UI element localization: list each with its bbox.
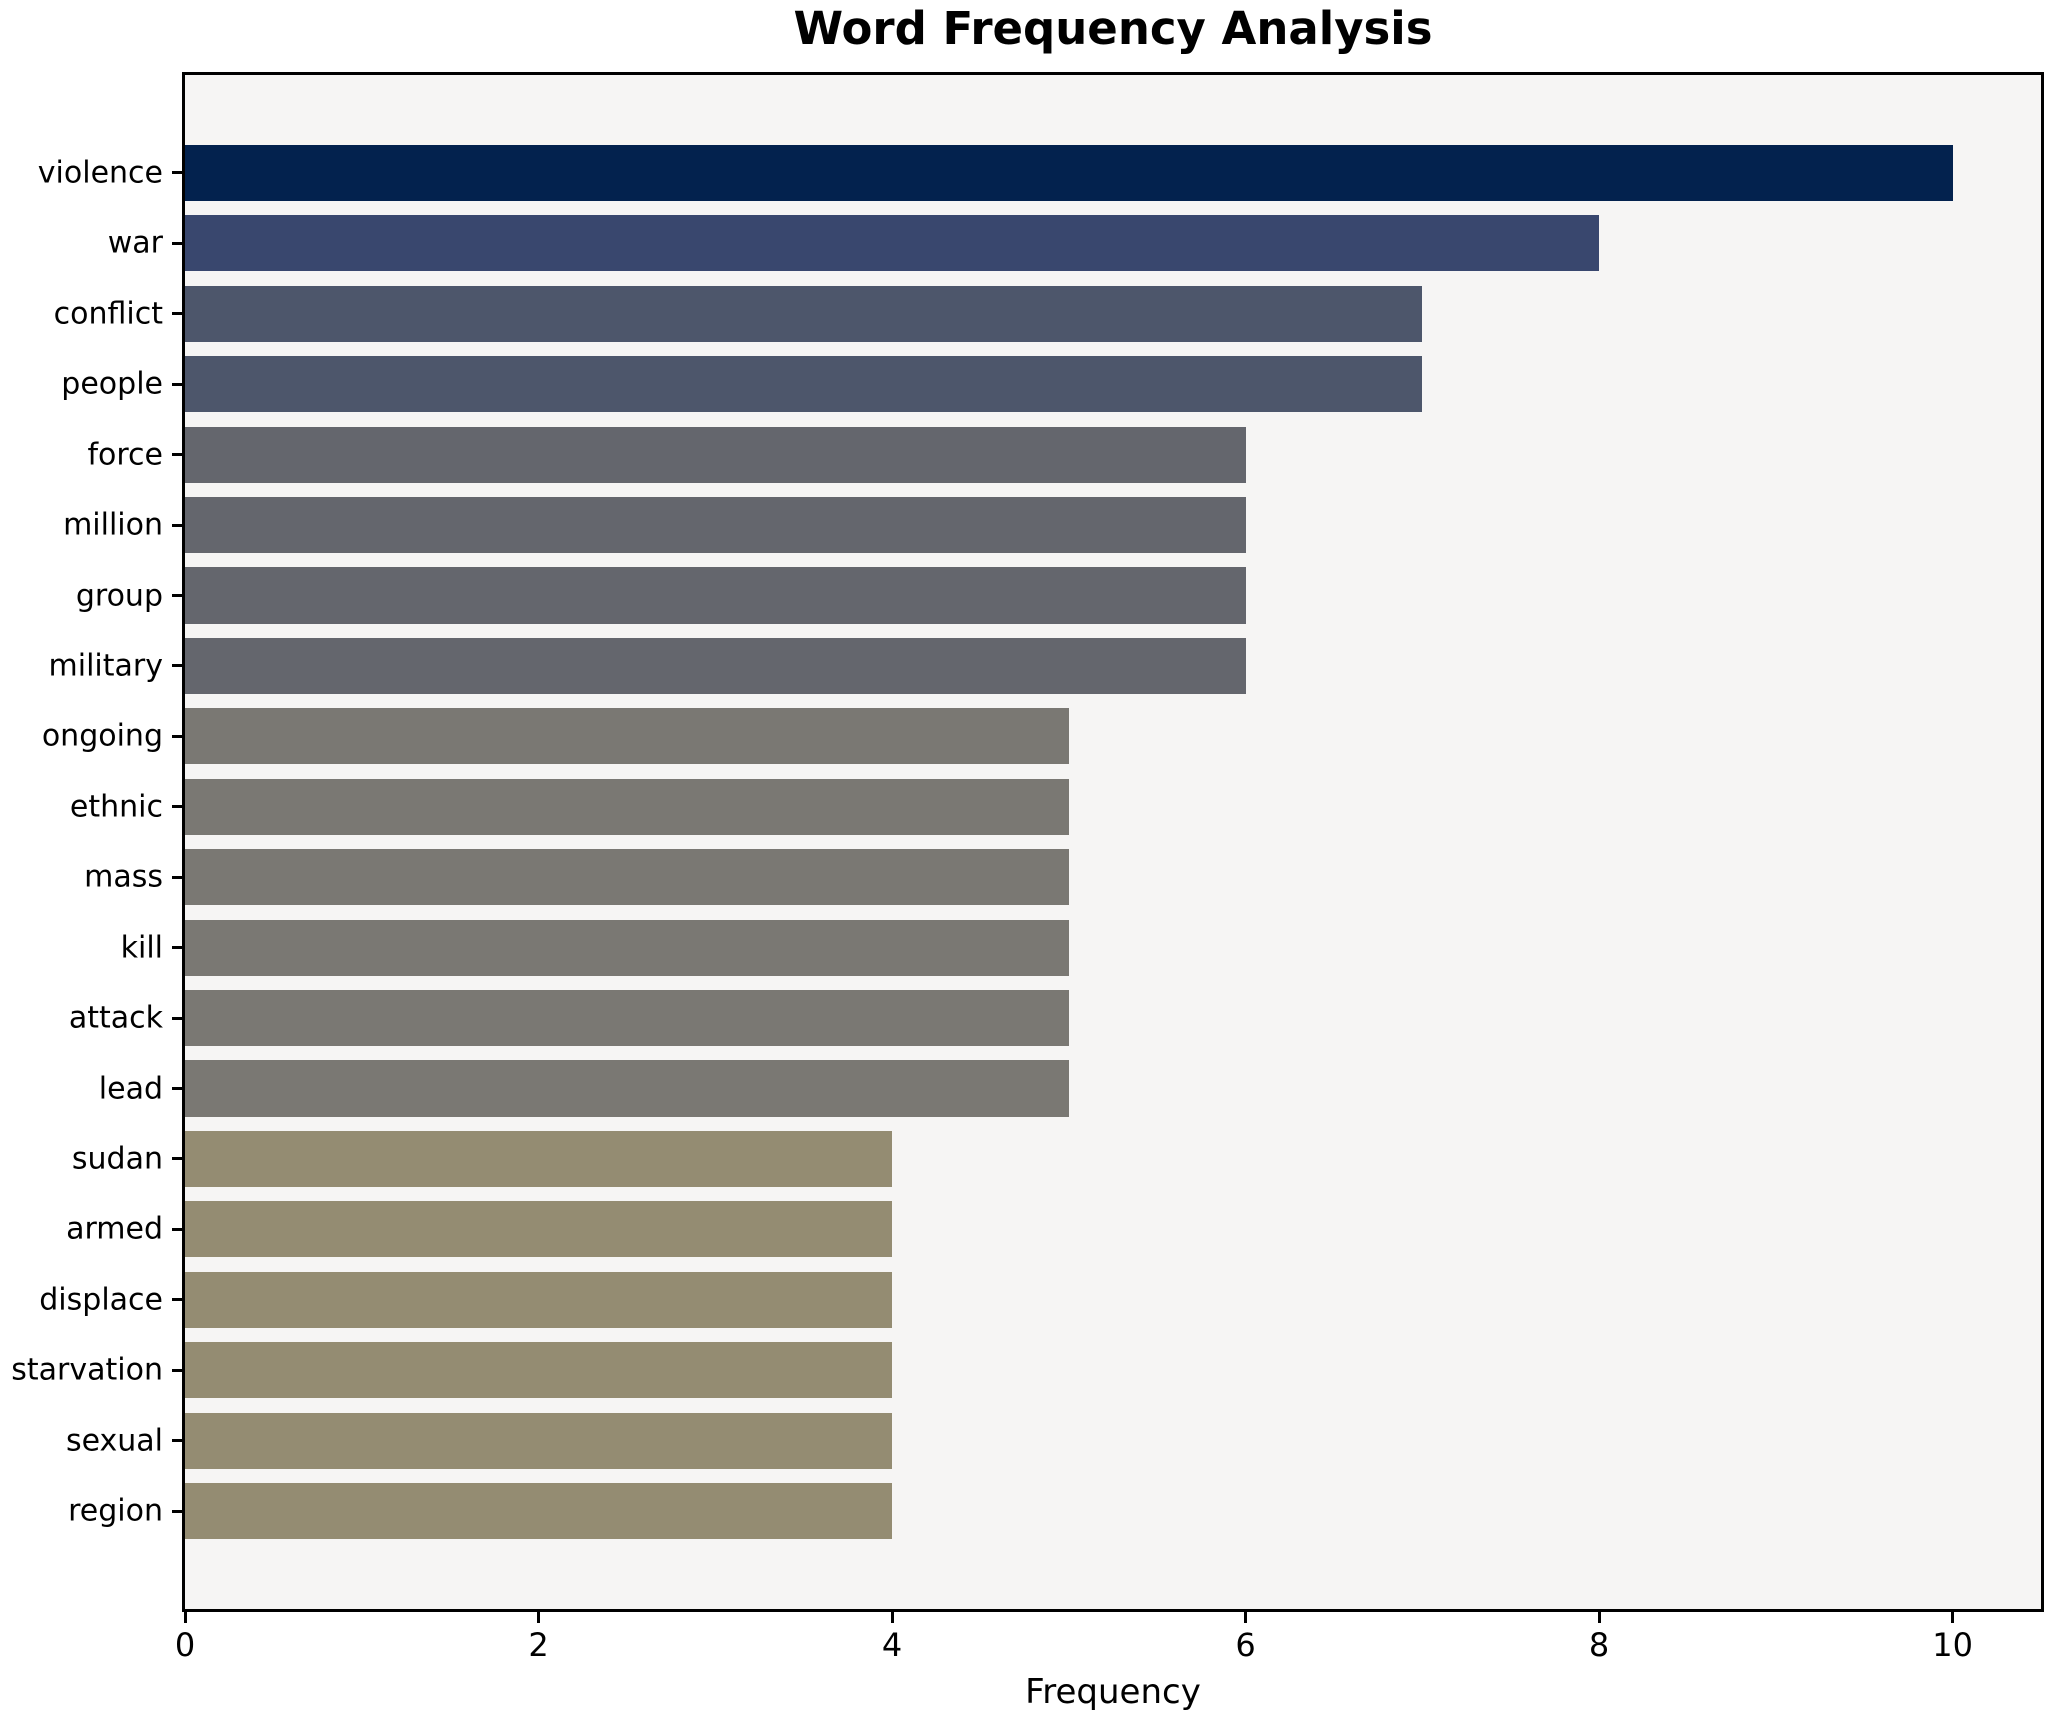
- y-axis-tick-label: military: [48, 648, 163, 684]
- bar-attack: [185, 989, 1069, 1047]
- x-axis-tick: [1244, 1612, 1248, 1623]
- bar-mass: [185, 849, 1069, 906]
- y-axis-tick-label: displace: [39, 1282, 163, 1318]
- y-axis-tick-label: ethnic: [69, 789, 163, 825]
- y-axis-tick: [172, 946, 182, 950]
- x-axis-tick: [537, 1612, 540, 1623]
- y-axis-tick: [172, 734, 182, 738]
- y-axis-tick: [172, 1157, 182, 1161]
- x-axis-tick: [890, 1612, 894, 1623]
- y-axis-tick: [172, 523, 182, 527]
- y-axis-tick: [172, 594, 182, 597]
- y-axis-tick-label: lead: [98, 1071, 163, 1106]
- bar-group: [185, 567, 1246, 624]
- bar-conflict: [185, 285, 1423, 342]
- y-axis-tick: [172, 875, 182, 879]
- bar-region: [185, 1482, 893, 1540]
- x-axis-tick-label: 6: [1235, 1626, 1256, 1664]
- bar-sexual: [185, 1412, 893, 1469]
- x-axis-tick-label: 0: [174, 1626, 196, 1664]
- y-axis-tick: [172, 664, 182, 668]
- y-axis-tick-label: armed: [66, 1211, 163, 1247]
- bar-starvation: [185, 1342, 893, 1399]
- y-axis-tick-label: force: [87, 437, 163, 473]
- bar-military: [185, 637, 1246, 694]
- y-axis-tick-label: ongoing: [41, 718, 163, 754]
- x-axis-tick-label: 10: [1932, 1626, 1973, 1664]
- y-axis-tick-label: violence: [37, 155, 163, 191]
- x-axis-tick: [1597, 1612, 1601, 1623]
- y-axis-tick-label: starvation: [11, 1352, 163, 1388]
- y-axis-tick: [172, 1016, 182, 1020]
- y-axis-tick-label: conflict: [53, 296, 163, 332]
- y-axis-tick: [172, 382, 182, 386]
- x-axis-tick-label: 8: [1588, 1626, 1610, 1664]
- y-axis-tick-label: people: [61, 366, 163, 402]
- x-axis-tick-label: 2: [528, 1626, 549, 1664]
- y-axis-tick-label: war: [107, 225, 163, 261]
- bar-ongoing: [185, 708, 1069, 765]
- y-axis-tick: [172, 1298, 182, 1302]
- y-axis-tick-label: attack: [68, 1000, 163, 1036]
- bar-sudan: [185, 1130, 893, 1188]
- y-axis-tick-label: group: [75, 578, 163, 613]
- y-axis-tick-label: mass: [84, 859, 163, 895]
- bar-armed: [185, 1201, 893, 1258]
- bar-ethnic: [185, 778, 1069, 835]
- x-axis-tick-label: 4: [881, 1626, 903, 1664]
- y-axis-tick: [172, 1087, 182, 1090]
- y-axis-tick: [172, 312, 182, 316]
- y-axis-tick-label: sudan: [71, 1141, 163, 1177]
- y-axis-tick: [172, 805, 182, 809]
- y-axis-tick-label: million: [63, 507, 163, 543]
- y-axis-tick-label: sexual: [65, 1423, 163, 1459]
- y-axis-tick: [172, 453, 182, 457]
- y-axis-tick: [172, 171, 182, 175]
- plot-area: [182, 72, 2044, 1612]
- bar-force: [185, 426, 1246, 483]
- y-axis-tick: [172, 1227, 182, 1231]
- bar-kill: [185, 919, 1069, 976]
- y-axis-tick-label: kill: [120, 930, 163, 966]
- bar-displace: [185, 1271, 893, 1328]
- x-axis-title: Frequency: [1025, 1672, 1201, 1712]
- bar-million: [185, 496, 1246, 554]
- x-axis-tick: [1951, 1612, 1955, 1623]
- bar-lead: [185, 1060, 1069, 1117]
- y-axis-tick: [172, 1368, 182, 1372]
- y-axis-tick: [172, 241, 182, 245]
- y-axis-tick-label: region: [68, 1493, 163, 1529]
- x-axis-tick: [183, 1612, 187, 1623]
- bar-violence: [185, 144, 1953, 201]
- bar-war: [185, 215, 1600, 272]
- y-axis-tick: [172, 1509, 182, 1513]
- y-axis-tick: [172, 1439, 182, 1443]
- bar-people: [185, 356, 1423, 413]
- chart-title: Word Frequency Analysis: [793, 2, 1433, 55]
